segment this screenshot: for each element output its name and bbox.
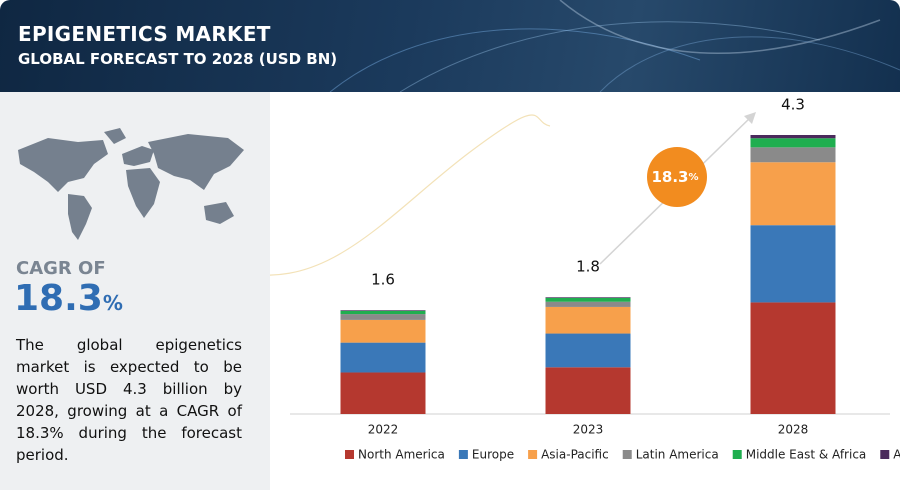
bar-segment bbox=[545, 333, 631, 368]
legend-swatch bbox=[458, 450, 468, 459]
bar-segment bbox=[750, 138, 836, 148]
header: EPIGENETICS MARKET GLOBAL FORECAST TO 20… bbox=[0, 0, 900, 92]
legend-label: North America bbox=[358, 448, 445, 462]
legend-label: Middle East & Africa bbox=[746, 448, 867, 462]
bar-segment bbox=[750, 302, 836, 414]
bar-segment bbox=[545, 297, 631, 302]
decor-curve bbox=[270, 114, 551, 276]
cagr-label: CAGR OF bbox=[16, 258, 106, 279]
legend-swatch bbox=[622, 450, 632, 459]
bar-segment bbox=[750, 225, 836, 303]
world-map bbox=[18, 128, 244, 240]
title: EPIGENETICS MARKET bbox=[18, 22, 271, 46]
legend-label: Europe bbox=[472, 448, 514, 462]
total-label: 1.8 bbox=[576, 258, 600, 276]
bar-segment bbox=[340, 310, 426, 315]
bar-segment bbox=[750, 147, 836, 163]
bar-segment bbox=[340, 372, 426, 414]
cagr-bubble-number: 18.3 bbox=[651, 168, 688, 186]
chart: 2022 1.6 2023 1.8 2028 4.3 18.3% North America E… bbox=[270, 96, 900, 462]
total-label: 1.6 bbox=[371, 271, 395, 289]
cagr-bubble-unit: % bbox=[688, 172, 698, 183]
cagr: 18.3% bbox=[14, 278, 123, 319]
legend-label: Asia-Pacific bbox=[541, 448, 609, 462]
x-tick-label: 2023 bbox=[573, 423, 604, 437]
x-tick-label: 2028 bbox=[778, 423, 809, 437]
legend-swatch bbox=[732, 450, 742, 459]
bar-segment bbox=[340, 310, 426, 311]
bar-segment bbox=[340, 342, 426, 373]
description: The global epigenetics market is expecte… bbox=[16, 336, 242, 464]
legend-label: Africa bbox=[893, 448, 900, 462]
bar-segment bbox=[340, 314, 426, 320]
x-tick-label: 2022 bbox=[368, 423, 399, 437]
legend-label: Latin America bbox=[636, 448, 719, 462]
bar-segment bbox=[545, 301, 631, 307]
arrow-head bbox=[744, 112, 756, 124]
bar-segment bbox=[545, 367, 631, 414]
header-decoration bbox=[329, 0, 900, 92]
cagr-bubble bbox=[647, 147, 707, 207]
cagr-number: 18.3 bbox=[14, 278, 103, 319]
bar-segment bbox=[750, 135, 836, 139]
legend-swatch bbox=[345, 450, 354, 459]
cagr-unit: % bbox=[102, 291, 123, 315]
cagr-bubble-text: 18.3% bbox=[651, 168, 698, 186]
bar-segment bbox=[340, 319, 426, 343]
left-panel: CAGR OF 18.3% The global epigenetics mar… bbox=[0, 92, 270, 490]
bar-segment bbox=[545, 306, 631, 334]
legend-swatch bbox=[528, 450, 538, 459]
legend-swatch bbox=[880, 450, 890, 459]
bar-segment bbox=[545, 297, 631, 298]
bar-segment bbox=[750, 162, 836, 226]
total-label: 4.3 bbox=[781, 96, 805, 114]
subtitle: GLOBAL FORECAST TO 2028 (USD BN) bbox=[18, 50, 338, 68]
